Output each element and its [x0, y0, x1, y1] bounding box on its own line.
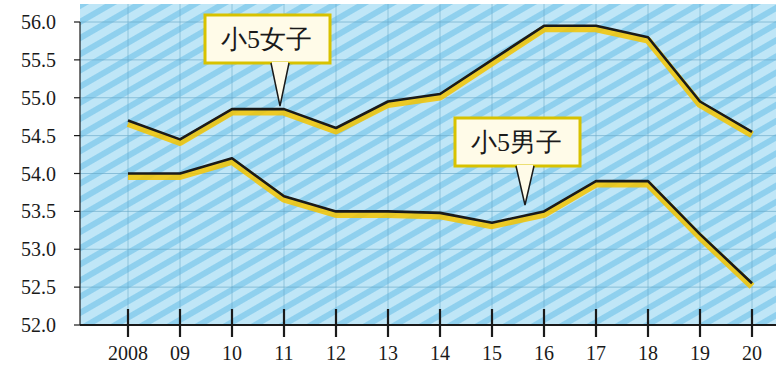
- callout-pointer: [271, 63, 289, 106]
- x-tick-label: 11: [274, 342, 293, 364]
- y-tick: [74, 324, 80, 325]
- x-tick-label: 10: [222, 342, 242, 364]
- x-tick-label: 14: [430, 342, 450, 364]
- grid-line-y: [80, 22, 776, 23]
- y-tick-label: 54.5: [21, 125, 56, 147]
- line-highlight: [128, 161, 752, 286]
- grid-line-x: [648, 4, 649, 325]
- y-tick: [74, 173, 80, 174]
- grid-line-y: [80, 325, 776, 326]
- y-tick: [74, 135, 80, 136]
- y-tick-label: 52.5: [21, 276, 56, 298]
- x-tick-label: 2008: [108, 342, 148, 364]
- x-tick: [179, 309, 181, 337]
- plot-background: [80, 4, 776, 325]
- grid-line-x: [180, 4, 181, 325]
- y-tick-label: 54.0: [21, 163, 56, 185]
- y-axis: [79, 22, 80, 325]
- y-tick-label: 55.5: [21, 49, 56, 71]
- x-tick: [595, 309, 597, 337]
- grid-line-x: [700, 4, 701, 325]
- grid-line-x: [752, 4, 753, 325]
- y-tick: [74, 59, 80, 60]
- y-tick-label: 53.0: [21, 238, 56, 260]
- series-label: 小5女子: [221, 25, 312, 54]
- y-tick-label: 53.5: [21, 200, 56, 222]
- y-tick-label: 52.0: [21, 314, 56, 336]
- x-tick-label: 09: [170, 342, 190, 364]
- x-tick: [231, 309, 233, 337]
- grid-line-y: [80, 287, 776, 288]
- x-axis: [80, 324, 776, 326]
- x-tick-label: 17: [586, 342, 606, 364]
- chart: 52.0 52.5 53.0 53.5 54.0 54.5 55.0 55.5 56.0 2008…: [0, 0, 780, 372]
- y-tick-label: 56.0: [21, 11, 56, 33]
- x-tick: [491, 309, 493, 337]
- y-tick: [74, 21, 80, 22]
- x-tick: [699, 309, 701, 337]
- x-tick-label: 19: [690, 342, 710, 364]
- y-tick: [74, 287, 80, 288]
- x-tick-label: 15: [482, 342, 502, 364]
- x-tick: [335, 309, 337, 337]
- series-label: 小5男子: [471, 128, 562, 157]
- grid-line-x: [440, 4, 441, 325]
- callout-box: [455, 118, 580, 166]
- series-group: [128, 26, 752, 287]
- x-tick: [647, 309, 649, 337]
- series-line: [128, 158, 752, 283]
- y-tick-label: 55.0: [21, 87, 56, 109]
- grid-line-y: [80, 249, 776, 250]
- series-line: [128, 26, 752, 140]
- grid-line-x: [336, 4, 337, 325]
- callout: 小5男子: [455, 118, 580, 205]
- x-tick-label: 13: [378, 342, 398, 364]
- x-tick: [387, 309, 389, 337]
- x-tick: [543, 309, 545, 337]
- callout-joint: [272, 62, 288, 64]
- y-tick: [74, 97, 80, 98]
- x-tick-label: 12: [326, 342, 346, 364]
- callout-pointer: [516, 166, 534, 205]
- callout: 小5女子: [205, 15, 330, 106]
- callout-box: [205, 15, 330, 63]
- callout-joint: [517, 165, 533, 167]
- y-tick: [74, 249, 80, 250]
- x-tick-label: 16: [534, 342, 554, 364]
- x-tick-label: 18: [638, 342, 658, 364]
- x-tick-label: 20: [742, 342, 762, 364]
- grid-line-x: [388, 4, 389, 325]
- grid-line-x: [128, 4, 129, 325]
- x-tick: [751, 309, 753, 337]
- x-tick: [283, 309, 285, 337]
- grid-line-y: [80, 59, 776, 60]
- y-tick: [74, 211, 80, 212]
- x-tick: [127, 309, 129, 337]
- x-tick: [439, 309, 441, 337]
- grid-line-x: [596, 4, 597, 325]
